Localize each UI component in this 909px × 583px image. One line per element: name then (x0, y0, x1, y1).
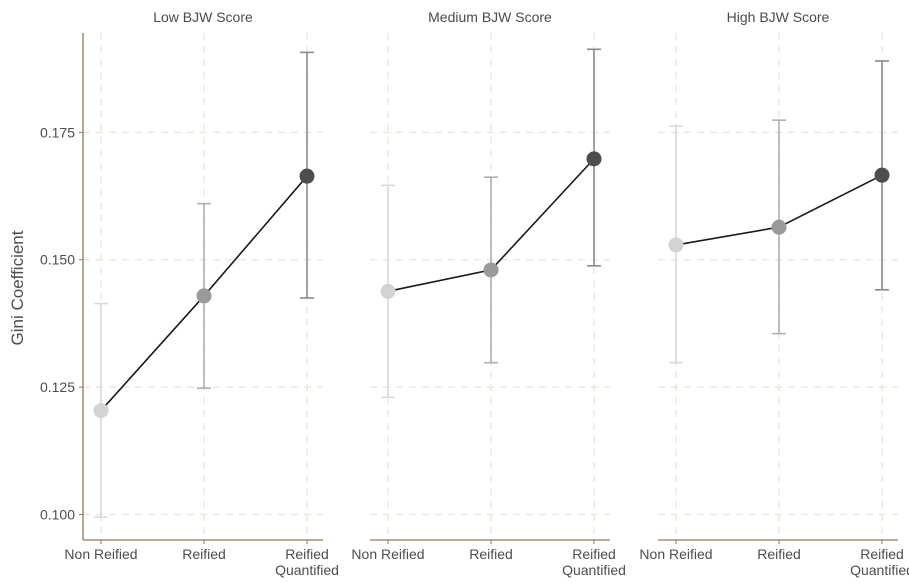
y-tick-label: 0.100 (40, 507, 75, 523)
data-point (93, 403, 109, 419)
x-tick-label: Non Reified (64, 546, 137, 562)
y-tick-label: 0.125 (40, 379, 75, 395)
x-tick-label: Quantified (562, 562, 626, 578)
data-point (483, 262, 499, 278)
data-point (299, 168, 315, 184)
data-point (196, 288, 212, 304)
y-tick-label: 0.150 (40, 252, 75, 268)
data-point (668, 237, 684, 253)
data-point (380, 283, 396, 299)
y-tick-label: 0.175 (40, 124, 75, 140)
facet-title: High BJW Score (727, 9, 830, 25)
x-tick-label: Reified (757, 546, 801, 562)
facet-title: Medium BJW Score (428, 9, 552, 25)
x-tick-label: Quantified (275, 562, 339, 578)
x-tick-label: Non Reified (351, 546, 424, 562)
x-tick-label: Reified (860, 546, 904, 562)
data-point (874, 167, 890, 183)
x-tick-label: Reified (285, 546, 329, 562)
x-tick-label: Reified (182, 546, 226, 562)
y-axis-title: Gini Coefficient (8, 230, 27, 345)
x-tick-label: Non Reified (639, 546, 712, 562)
x-tick-label: Quantified (850, 562, 909, 578)
data-point (771, 219, 787, 235)
x-tick-label: Reified (572, 546, 616, 562)
data-point (586, 151, 602, 167)
facet-title: Low BJW Score (153, 9, 253, 25)
x-tick-label: Reified (469, 546, 513, 562)
